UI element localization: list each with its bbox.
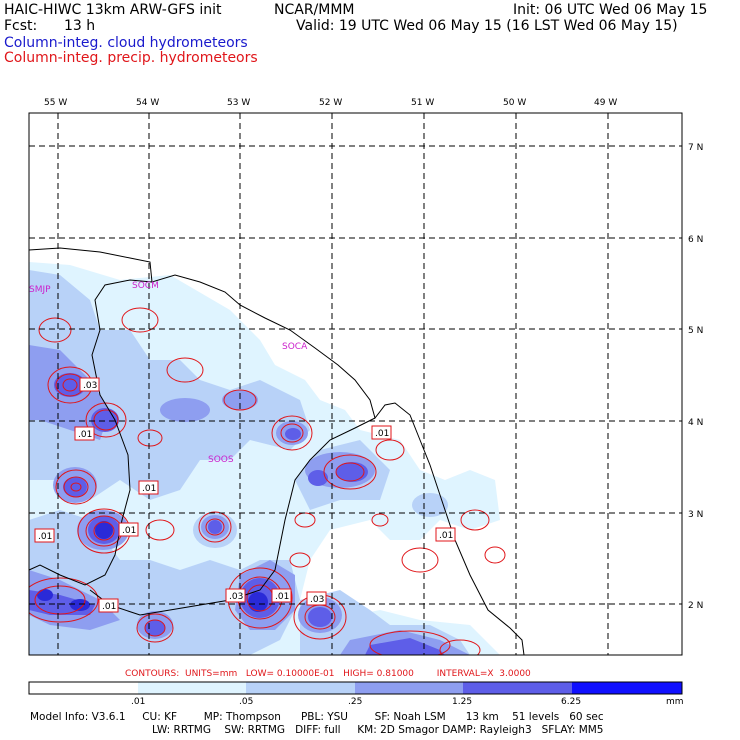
valid-time: Valid: 19 UTC Wed 06 May 15 (16 LST Wed … (296, 18, 678, 34)
plot-frame (28, 112, 683, 656)
svg-text:.01: .01 (78, 430, 92, 440)
color-scale (28, 681, 683, 695)
svg-text:.03: .03 (310, 595, 324, 605)
svg-text:.01: .01 (142, 484, 156, 494)
lon-label: 49 W (594, 98, 617, 108)
lat-label: 7 N (688, 143, 703, 153)
contour-label: .03 (306, 591, 327, 606)
svg-text:.01: .01 (102, 602, 116, 612)
init-time: Init: 06 UTC Wed 06 May 15 (513, 2, 708, 18)
station-socm: SOCM (132, 281, 159, 291)
lon-label: 51 W (411, 98, 434, 108)
lat-labels: 7 N 6 N 5 N 4 N 3 N 2 N (688, 143, 703, 611)
lon-labels: 55 W 54 W 53 W 52 W 51 W 50 W 49 W (44, 98, 617, 108)
forecast-hour: 13 h (64, 18, 96, 34)
model-title: HAIC-HIWC 13km ARW-GFS init (4, 2, 222, 18)
model-info-line1: Model Info: V3.6.1 CU: KF MP: Thompson P… (30, 711, 604, 723)
station-soca: SOCA (282, 342, 308, 352)
scale-label: 6.25 (561, 697, 581, 707)
model-info-line2: LW: RRTMG SW: RRTMG DIFF: full KM: 2D Sm… (152, 724, 604, 736)
scale-units: mm (666, 697, 684, 707)
contour-label: .01 (435, 527, 456, 542)
contour-labels: .03 .01 .01 .01 .01 .01 .03 .01 .01 .03 … (34, 377, 456, 613)
scale-label: .01 (131, 697, 145, 707)
scale-label: .05 (239, 697, 253, 707)
organization: NCAR/MMM (274, 2, 355, 18)
contour-label: .01 (118, 522, 139, 537)
contour-label: .03 (225, 588, 246, 603)
coastline (28, 247, 525, 656)
lat-label: 6 N (688, 235, 703, 245)
svg-text:.01: .01 (38, 532, 52, 542)
field-precip-title: Column-integ. precip. hydrometeors (4, 50, 258, 66)
lat-label: 3 N (688, 510, 703, 520)
contour-label: .03 (79, 377, 100, 392)
lon-label: 55 W (44, 98, 67, 108)
scale-labels: .01 .05 .25 1.25 6.25 mm (131, 697, 684, 707)
svg-text:.01: .01 (122, 526, 136, 536)
lat-label: 5 N (688, 326, 703, 336)
contour-label: .01 (74, 426, 95, 441)
contour-label: .01 (371, 425, 392, 440)
lat-lon-grid (29, 113, 682, 655)
contour-label: .01 (271, 588, 292, 603)
scale-label: .25 (348, 697, 362, 707)
svg-text:.03: .03 (229, 592, 243, 602)
lon-label: 50 W (503, 98, 526, 108)
lat-label: 4 N (688, 418, 703, 428)
cloud-field-fill (29, 262, 500, 655)
contour-label: .01 (138, 480, 159, 495)
lon-label: 54 W (136, 98, 159, 108)
svg-text:.03: .03 (83, 381, 97, 391)
forecast-label: Fcst: (4, 18, 38, 34)
station-labels: SMJP SOCM SOCA SOOS (29, 281, 308, 465)
svg-text:.01: .01 (439, 531, 453, 541)
contour-label: .01 (98, 598, 119, 613)
lon-label: 53 W (227, 98, 250, 108)
station-soos: SOOS (208, 455, 234, 465)
station-smjp: SMJP (29, 285, 51, 295)
contour-label: .01 (34, 528, 55, 543)
lat-label: 2 N (688, 601, 703, 611)
lon-label: 52 W (319, 98, 342, 108)
contours-info: CONTOURS: UNITS=mm LOW= 0.10000E-01 HIGH… (125, 669, 531, 679)
scale-label: 1.25 (452, 697, 472, 707)
field-cloud-title: Column-integ. cloud hydrometeors (4, 35, 248, 51)
svg-text:.01: .01 (375, 429, 389, 439)
svg-text:.01: .01 (275, 592, 289, 602)
